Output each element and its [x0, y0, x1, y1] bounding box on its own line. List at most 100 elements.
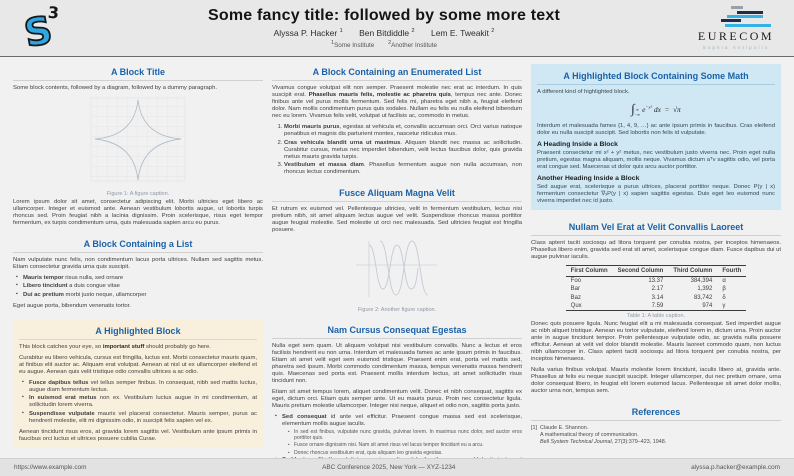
block-a-block-title: A Block Title Some block contents, follo…: [13, 64, 263, 227]
table-header-cell: Second Column: [612, 264, 669, 277]
plot-grid: [90, 97, 186, 182]
star-plot: [90, 97, 186, 182]
reference-title: A mathematical theory of communication.: [540, 431, 639, 438]
list-item-lead: Suspendisse vulputate: [29, 410, 95, 417]
list-item-text: . Aliquam blandit nec massa ac sollicitu…: [284, 139, 522, 160]
list-item-lead: Cras vehicula blandit urna ut maximus: [284, 139, 401, 146]
author: Lem E. Tweakit 2: [431, 28, 494, 38]
block-references: References [1] Claude E. Shannon. A math…: [531, 404, 781, 445]
figure-caption-text: A figure caption.: [129, 190, 170, 197]
equals-sign: =: [664, 104, 670, 114]
list-item-text: dictum maximus, diam dolor faucibus puru…: [282, 457, 522, 458]
list-item-lead: Morbi mauris purus: [284, 123, 340, 130]
reference-entry: [1] Claude E. Shannon. A mathematical th…: [531, 425, 781, 445]
logo-bar: [721, 19, 741, 23]
list-item: Sed consequat id ante vel efficitur. Pra…: [275, 414, 522, 456]
figure-caption-label: Figure 2:: [357, 307, 380, 314]
math-display: ∫ ∞ −∞ e−x² dx = √π: [537, 101, 775, 117]
figure-caption: Figure 1: A figure caption.: [13, 191, 263, 197]
table-cell: Bar: [570, 286, 580, 293]
list-item-text: vel tellus semper finibus. In consequat,…: [29, 379, 258, 393]
column-3: A Highlighted Block Containing Some Math…: [531, 64, 781, 458]
table-cell: 974: [668, 301, 718, 312]
block-containing-a-list: A Block Containing a List Nam vulputate …: [13, 236, 263, 310]
figure-caption: Figure 2: Another figure caption.: [272, 307, 522, 313]
sub-list-item: Donec rhoncus vestibulum erat, quis aliq…: [288, 450, 522, 456]
author-name: Lem E. Tweakit: [430, 27, 489, 38]
highlighted-block: A Highlighted Block This block catches y…: [13, 318, 263, 448]
table-row: Baz 3.14 83,742 δ: [566, 294, 747, 302]
list-item: Dui ac pretium morbi justo neque, ullamc…: [16, 292, 263, 299]
table-header-cell: Third Column: [668, 264, 718, 277]
star-figure: [13, 96, 263, 189]
author-affiliation-mark: 2: [491, 28, 495, 35]
math-result: √π: [672, 104, 681, 114]
intro-text: Vivamus congue volutpat elit non semper.…: [272, 85, 522, 98]
integral-limits: ∞ −∞: [635, 107, 640, 117]
poster-header: S 3 Some fancy title: followed by some m…: [0, 0, 794, 57]
block-heading: A Highlighted Block: [95, 325, 181, 336]
paragraph: Donec quis posuere ligula. Nunc feugiat …: [531, 321, 781, 363]
block-heading: A Block Title: [110, 67, 165, 77]
paragraph: Sed augue erat, scelerisque a purus ultr…: [537, 184, 775, 204]
heading-rule: [19, 338, 257, 340]
author-affiliation-mark: 2: [411, 28, 415, 35]
block-nullam-vel-erat: Nullam Vel Erat at Velit Convallis Laore…: [531, 219, 781, 395]
block-heading: A Highlighted Block Containing Some Math: [563, 71, 749, 81]
intro-bold: Phasellus mauris felis, molestie ac phar…: [308, 91, 451, 98]
list-item-text: non ex. Vestibulum luctus augue in mi co…: [29, 395, 257, 409]
poster-body: A Block Title Some block contents, follo…: [0, 57, 794, 458]
author-name: Alyssa P. Hacker: [273, 27, 338, 38]
list-item-text: id ante vel efficitur. Praesent congue m…: [282, 413, 522, 427]
institutes-line: 1Some Institute 2Another Institute: [78, 40, 690, 49]
sub-bullet-list: In sed est finibus, vulputate nunc gravi…: [282, 429, 522, 455]
paragraph: Et rutrum ex euismod vel. Pellentesque u…: [272, 206, 522, 234]
list-item: Mauris tempor risus nulla, sed ornare: [16, 275, 263, 282]
math-exponent: −x²: [645, 104, 652, 110]
heading-rule: [531, 420, 781, 422]
integral-sign: ∫: [631, 100, 635, 116]
eurecom-logo-bars: [701, 6, 771, 28]
paragraph: Nulla eget sem quam. Ut aliquam volutpat…: [272, 343, 522, 384]
logo-bar: [727, 15, 763, 18]
reference-details: , 27(3):379–423, 1948.: [611, 438, 667, 445]
table-caption-text: A table caption.: [647, 313, 686, 320]
paragraph: Praesent consectetur mi x² + y² metus, n…: [537, 150, 775, 171]
heading-rule: [531, 234, 781, 236]
heading-rule: [272, 338, 522, 340]
block-heading: Fusce Aliquam Magna Velit: [339, 188, 455, 199]
table-cell: γ: [717, 301, 747, 312]
lead-text: This block catches your eye, so: [19, 343, 103, 350]
s3-logo-digit: 3: [47, 3, 59, 23]
list-item: Suspendisse vulputate mauris vel placera…: [22, 411, 257, 425]
inblock-heading: A Heading Inside a Block: [537, 141, 618, 149]
author-name: Ben Bitdiddle: [359, 27, 410, 38]
footer-email: alyssa.p.hacker@example.com: [691, 464, 780, 471]
s3-logo-graphic: S 3: [20, 3, 60, 57]
list-item-lead: Libero tincidunt: [23, 283, 68, 290]
sub-list-item: In sed est finibus, vulputate nunc gravi…: [288, 429, 522, 441]
footer-website: https://www.example.com: [14, 464, 87, 471]
footer-conference: ABC Conference 2025, New York — XYZ-1234: [322, 464, 456, 471]
paragraph: This block catches your eye, so importan…: [19, 344, 257, 351]
list-item: In euismod erat metus non ex. Vestibulum…: [22, 395, 257, 409]
poster-title: Some fancy title: followed by some more …: [208, 6, 560, 24]
table-cell: 384,394: [690, 278, 713, 285]
list-item-text: mauris vel placerat consectetur. Mauris …: [29, 410, 257, 424]
table-cell: Baz: [570, 294, 581, 301]
list-item: Cras vehicula blandit urna ut maximus. A…: [284, 140, 522, 161]
list-item-lead: Vestibulum et massa diam: [284, 162, 364, 169]
list-item: Libero tincidunt a duis congue vitae: [16, 283, 263, 290]
table-cell: Foo: [570, 278, 581, 285]
list-item-text: risus nulla, sed ornare: [63, 274, 124, 281]
poster-footer: https://www.example.com ABC Conference 2…: [0, 458, 794, 476]
list-item-text: a duis congue vitae: [67, 283, 120, 290]
sub-list-item: Fusce ornare dignissim nisi. Nam sit ame…: [288, 442, 522, 448]
table-cell: 3.14: [651, 294, 664, 301]
table-cell: α: [722, 278, 726, 285]
eurecom-logo: EURECOM Sophia Antipolis: [690, 6, 782, 50]
list-item: Morbi mauris purus, egestas at vehicula …: [284, 124, 522, 138]
heading-rule: [13, 251, 263, 253]
block-nam-cursus: Nam Cursus Consequat Egestas Nulla eget …: [272, 322, 522, 458]
